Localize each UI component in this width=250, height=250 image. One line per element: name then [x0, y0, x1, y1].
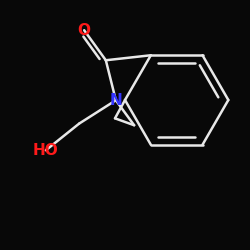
Text: O: O: [78, 23, 91, 38]
Text: N: N: [110, 93, 122, 108]
Text: HO: HO: [33, 143, 59, 158]
